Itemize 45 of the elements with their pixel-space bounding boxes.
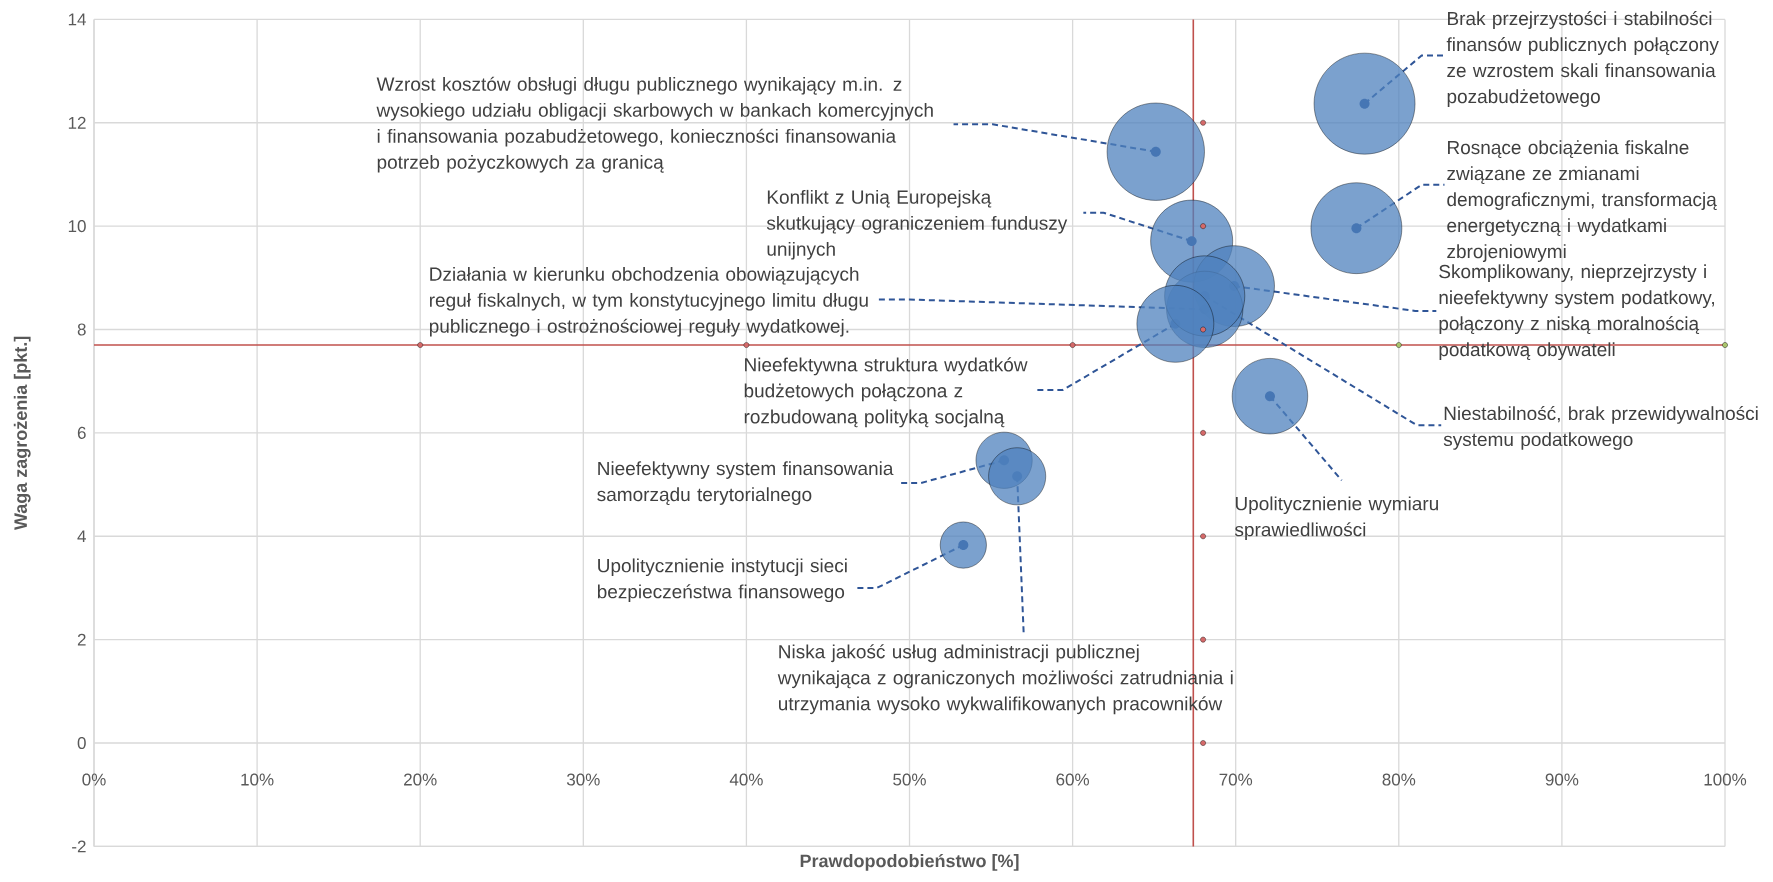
point (1200, 326, 1206, 333)
y-tick-label: -2 (72, 840, 86, 853)
point (743, 342, 750, 348)
x-tick-label: 40% (729, 773, 763, 786)
y-tick-label: 10 (68, 220, 86, 233)
annotation: Skomplikowany, nieprzejrzysty i nieefektywny system podatkowy, połączony z niską moralnością podatkową obywateli (1439, 264, 1714, 361)
y-tick-label: 0 (77, 736, 86, 750)
x-tick-label: 100% (1704, 773, 1747, 786)
x-tick-label: 80% (1382, 773, 1416, 786)
annotation: Wzrost kosztów obsługi długu publicznego wynikający m.in. z wysokiego udziału obligacji skarbowych w bankach komercyjnych i finansowania pozabudżetowego, konieczności finansowania potrzeb pożyczkowych za granicą (376, 76, 933, 173)
point (1069, 342, 1076, 348)
x-tick-label: 90% (1545, 773, 1579, 786)
annotation: Upolitycznienie wymiaru sprawiedliwości (1234, 496, 1438, 541)
x-tick-label: 10% (241, 773, 274, 786)
y-tick-label: 2 (77, 633, 86, 646)
x-tick-label: 0% (82, 773, 106, 786)
x-axis-title: Prawdopodobieństwo [%] (800, 853, 1019, 871)
y-tick-label: 14 (68, 13, 86, 26)
x-tick-label: 70% (1219, 773, 1253, 786)
y-tick-label: 4 (77, 530, 86, 543)
annotation: Działania w kierunku obchodzenia obowiązujących reguł fiskalnych, w tym konstytucyjnego limitu długu publicznego i ostrożnościowej reguły wydatkowej. (429, 266, 868, 337)
x-tick-label: 60% (1056, 773, 1089, 786)
annotation: Upolitycznienie instytucji sieci bezpieczeństwa finansowego (597, 558, 847, 603)
y-tick-label: 12 (68, 116, 86, 129)
point (1200, 740, 1206, 746)
x-tick-label: 50% (893, 773, 926, 786)
point (1396, 342, 1402, 348)
point (1722, 342, 1728, 348)
point (1200, 223, 1206, 229)
point (1200, 430, 1206, 436)
annotation: Niestabilność, brak przewidywalności systemu podatkowego (1443, 405, 1758, 450)
annotation: Nieefektywny system finansowania samorządu terytorialnego (597, 461, 894, 505)
annotation: Nieefektywna struktura wydatków budżetowych połączona z rozbudowaną polityką socjalną (744, 357, 1028, 428)
annotation: Rosnące obciążenia fiskalne związane ze zmianami demograficznymi, transformacją energetyczną i wydatkami zbrojeniowymi (1447, 140, 1717, 262)
y-tick-label: 8 (77, 323, 86, 336)
point (1200, 119, 1206, 126)
point (1200, 636, 1206, 643)
y-axis-title: Waga zagrożenia [pkt.] (13, 336, 31, 531)
point (1200, 533, 1206, 540)
annotation: Brak przejrzystości i stabilności finansów publicznych połączony ze wzrostem skali finansowania pozabudżetowego (1446, 11, 1719, 107)
annotation: Konflikt z Unią Europejską skutkujący ograniczeniem funduszy unijnych (766, 189, 1068, 260)
point (417, 342, 424, 348)
x-tick-label: 30% (566, 773, 600, 786)
x-tick-label: 20% (404, 773, 437, 786)
y-tick-label: 6 (77, 426, 86, 439)
